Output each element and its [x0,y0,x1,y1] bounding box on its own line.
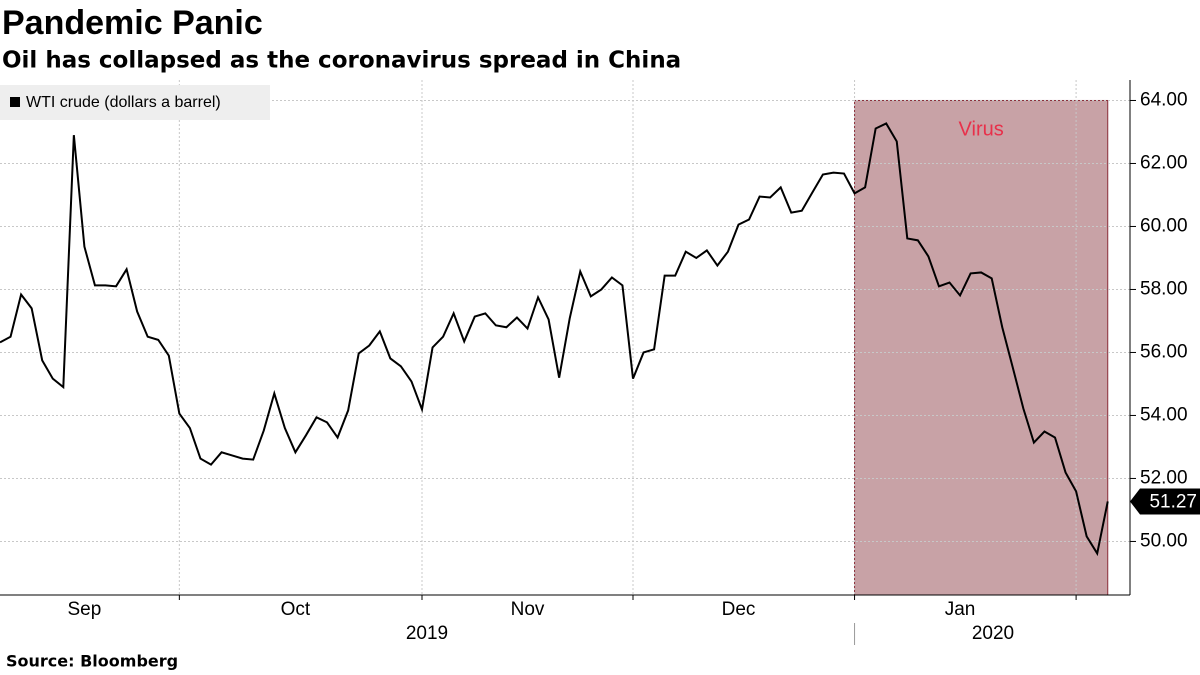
data-line [0,122,1109,557]
x-tick-label: Oct [281,599,311,620]
highlight-region [854,99,1109,596]
chart-title: Pandemic Panic [2,4,263,42]
y-tick-label: 58.00 [1140,278,1188,299]
highlight-label: Virus [959,118,1004,140]
last-value-tag [1130,488,1200,515]
y-tick-label: 54.00 [1140,404,1188,425]
y-tick-label: 50.00 [1140,530,1188,551]
x-tick-label: Nov [511,599,545,620]
x-tick-label: Sep [67,599,101,620]
legend-box [0,85,270,120]
y-tick-label: 62.00 [1140,152,1188,173]
y-tick-label: 60.00 [1140,215,1188,236]
y-tick-label: 52.00 [1140,467,1188,488]
x-tick-label: Dec [722,599,756,620]
x-tick-label: Jan [945,599,976,620]
year-label: 2020 [972,623,1014,644]
source: Source: Bloomberg [6,652,178,671]
chart-subtitle: Oil has collapsed as the coronavirus spr… [2,48,681,74]
last-value-label: 51.27 [1149,491,1197,512]
y-tick-label: 64.00 [1140,89,1188,110]
year-label: 2019 [406,623,448,644]
y-tick-label: 56.00 [1140,341,1188,362]
legend-label: WTI crude (dollars a barrel) [26,94,221,111]
legend-swatch [10,97,20,107]
